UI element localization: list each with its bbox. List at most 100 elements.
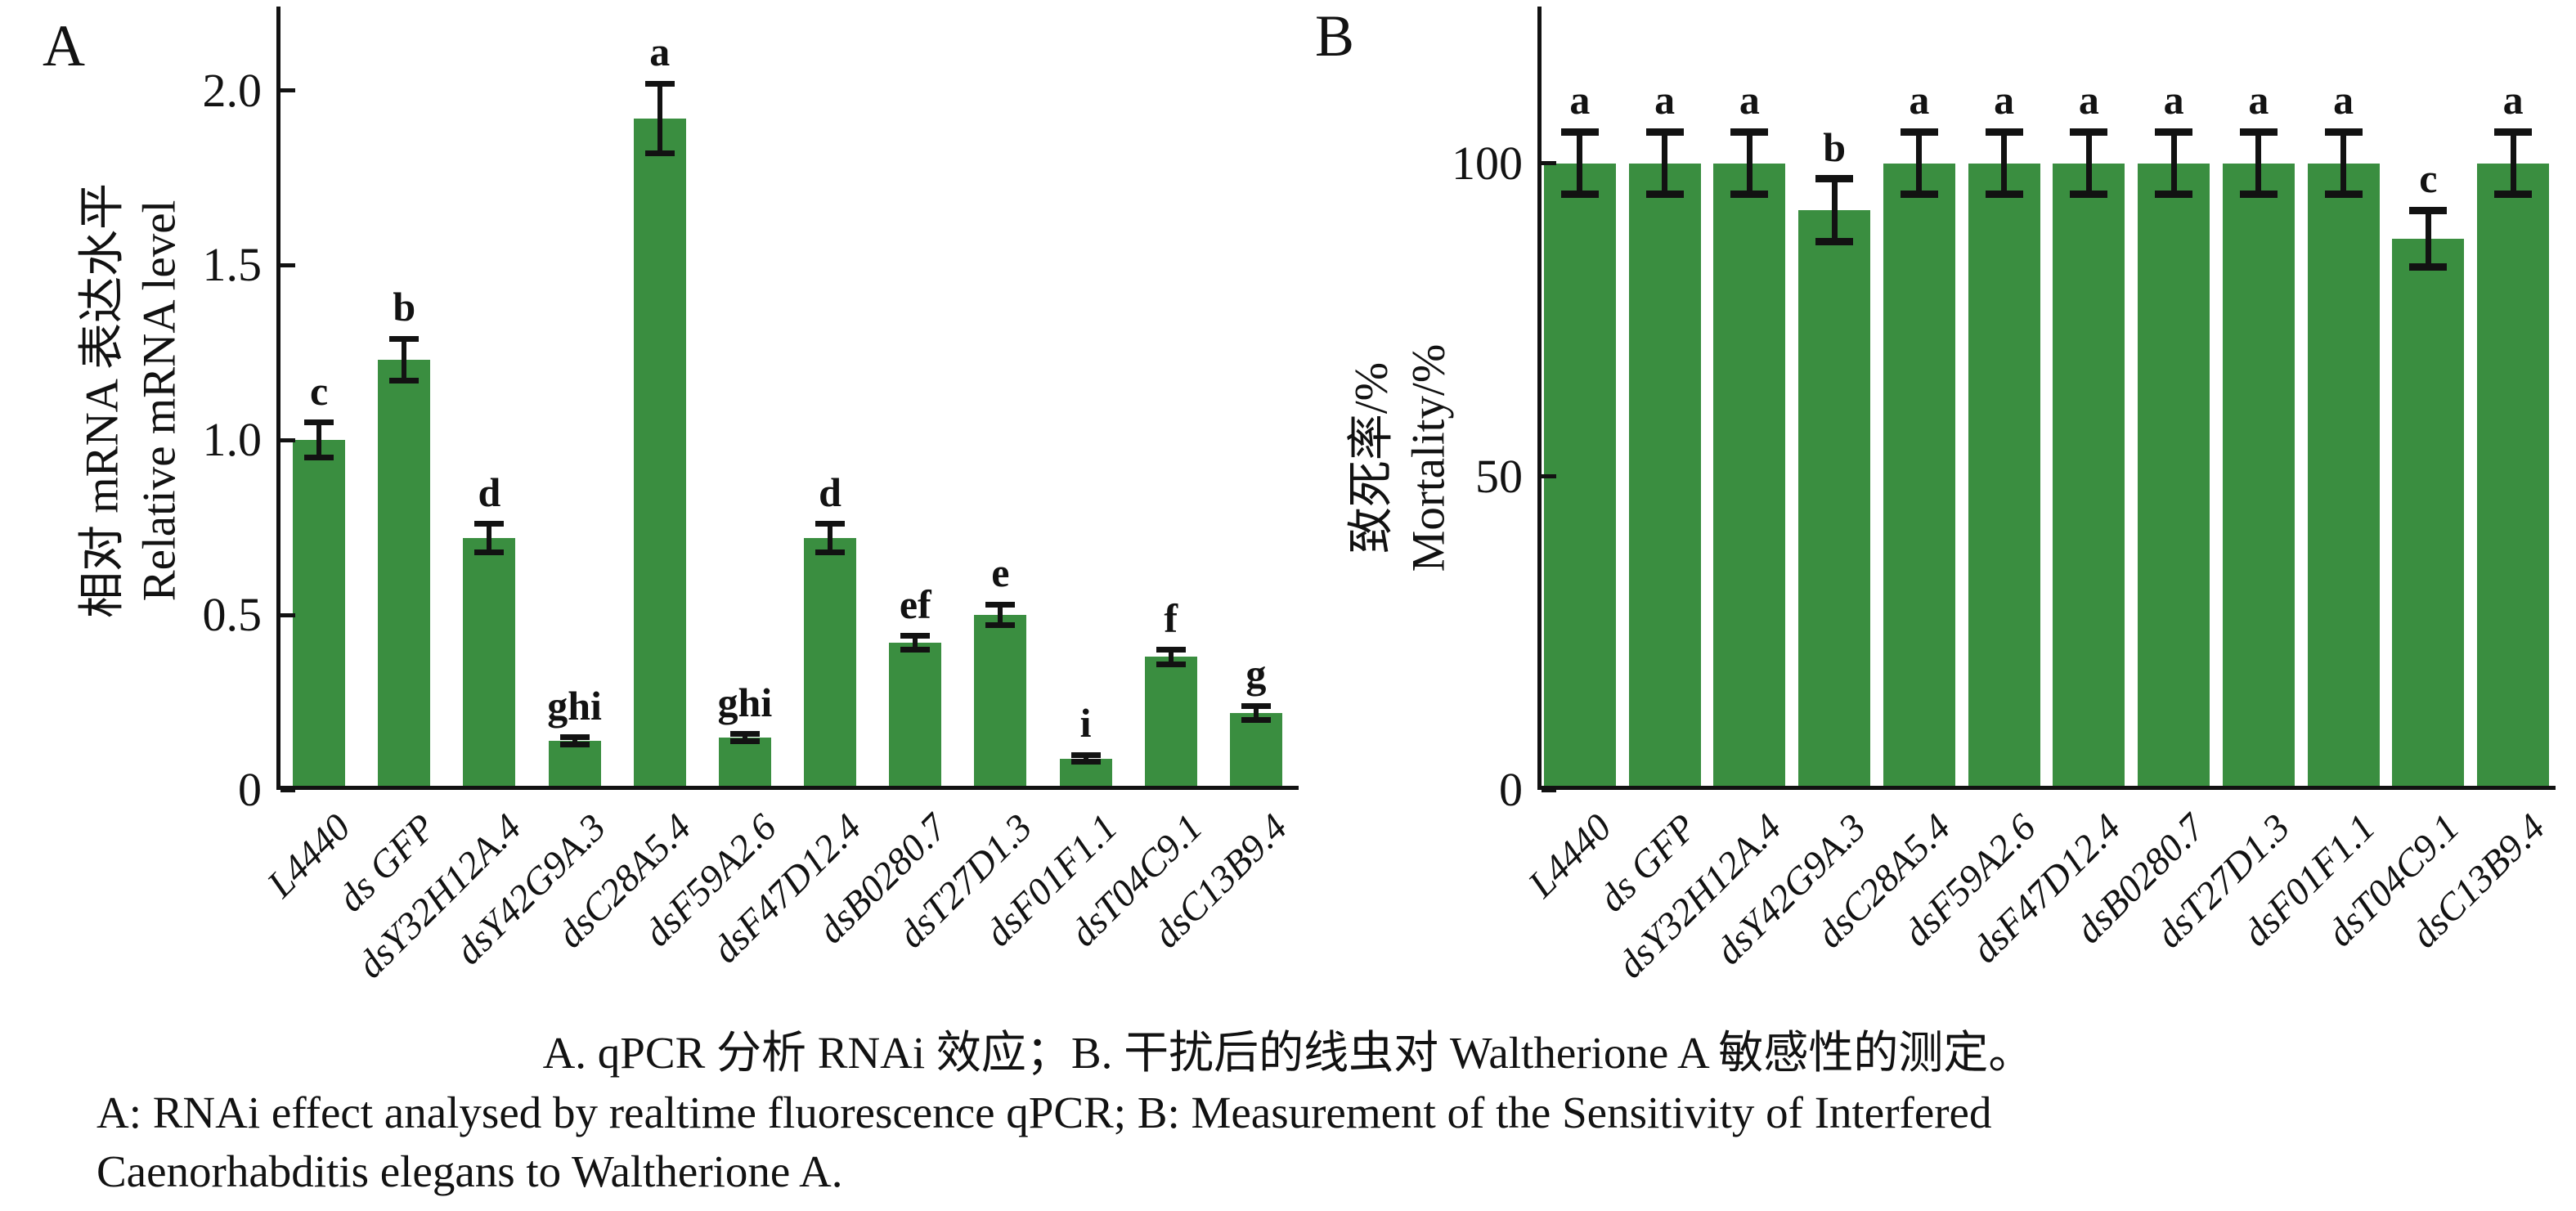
panel-a-xlabels: L4440 ds GFP dsY32H12A.4 dsY42G9A.3 dsC28A5.… <box>259 798 1299 1052</box>
y-tick-label: 50 <box>1475 449 1523 503</box>
error-bar-cap-bottom <box>1985 191 2023 199</box>
error-bar-cap-top <box>1730 128 1769 136</box>
panel-b: B 致死率/% Mortality/% 0 50 100 a a a b a a a a a a c a L… <box>1308 0 2576 1055</box>
error-bar-cap-bottom <box>2239 191 2278 199</box>
y-tick-label: 100 <box>1452 136 1523 190</box>
error-bar-cap-top <box>2155 128 2193 136</box>
error-bar-line <box>1083 755 1088 762</box>
caption-line-chinese: A. qPCR 分析 RNAi 效应；B. 干扰后的线虫对 Waltherion… <box>542 1028 2034 1078</box>
error-bar-cap-top <box>1985 128 2023 136</box>
error-bar-cap-top <box>1645 128 1684 136</box>
y-tick <box>280 437 295 442</box>
panel-a: A 相对 mRNA 表达水平 Relative mRNA level 0 0.5 1… <box>0 0 1308 1055</box>
y-tick <box>280 787 295 792</box>
significance-letter: a <box>1909 77 1930 123</box>
panel-a-plot: 0 0.5 1.0 1.5 2.0 c b d ghi a ghi d ef e i f g <box>203 7 1299 814</box>
significance-letter: a <box>649 29 671 75</box>
error-bar-line <box>316 422 322 458</box>
panel-a-y-axis-label: 相对 mRNA 表达水平 Relative mRNA level <box>74 183 187 618</box>
error-bar-line <box>1253 706 1259 720</box>
bar <box>804 538 857 790</box>
error-bar-cap-bottom <box>1900 191 1938 199</box>
y-tick <box>280 262 295 267</box>
y-tick-label: 1.0 <box>202 413 263 467</box>
error-bar-line <box>572 737 577 745</box>
error-bar-line <box>828 523 833 553</box>
error-bar-line <box>742 733 747 742</box>
error-bar-cap-top <box>985 601 1016 608</box>
error-bar-line <box>2085 132 2092 195</box>
bar <box>974 615 1027 790</box>
error-bar-line <box>2170 132 2177 195</box>
error-bar-line <box>998 604 1003 626</box>
error-bar-cap-top <box>2324 128 2363 136</box>
y-axis <box>1537 7 1542 790</box>
significance-letter: c <box>2419 155 2438 202</box>
panel-b-y-axis-label-zh: 致死率/% <box>1345 361 1398 554</box>
panel-a-y-axis-label-zh: 相对 mRNA 表达水平 <box>76 182 128 619</box>
significance-letter: f <box>1164 594 1178 641</box>
significance-letter: d <box>819 469 841 515</box>
error-bar-line <box>487 523 492 553</box>
error-bar-cap-top <box>644 80 675 87</box>
caption-line-english-2: Caenorhabditis elegans to Waltherione A. <box>96 1146 843 1197</box>
error-bar-line <box>1916 132 1923 195</box>
error-bar-cap-bottom <box>2324 191 2363 199</box>
error-bar-line <box>1577 132 1583 195</box>
bar <box>2477 163 2550 790</box>
error-bar-cap-bottom <box>559 741 590 747</box>
bar <box>548 741 601 790</box>
bar <box>1883 163 1955 790</box>
error-bar-cap-bottom <box>815 549 846 555</box>
error-bar-cap-bottom <box>304 455 334 461</box>
error-bar-cap-top <box>304 419 334 426</box>
x-axis <box>1537 786 2556 790</box>
error-bar-cap-top <box>474 521 505 527</box>
error-bar-cap-top <box>815 521 846 527</box>
significance-letter: a <box>1994 77 2015 123</box>
y-tick-label: 0 <box>1499 763 1523 816</box>
panel-a-y-axis-label-en: Relative mRNA level <box>133 200 185 602</box>
bar <box>718 737 771 790</box>
error-bar-line <box>402 339 407 381</box>
significance-letter: b <box>393 284 416 330</box>
error-bar-cap-bottom <box>1156 661 1186 667</box>
significance-letter: e <box>991 549 1010 596</box>
significance-letter: a <box>2163 77 2184 123</box>
error-bar-line <box>2340 132 2347 195</box>
y-tick-label: 0.5 <box>202 588 263 642</box>
significance-letter: ghi <box>717 679 773 725</box>
error-bar-cap-top <box>2070 128 2108 136</box>
error-bar-cap-bottom <box>900 647 931 653</box>
error-bar-line <box>1168 649 1174 665</box>
significance-letter: a <box>2502 77 2524 123</box>
bar <box>1713 163 1786 790</box>
bar <box>2053 163 2125 790</box>
error-bar-line <box>1831 178 1838 242</box>
error-bar-cap-bottom <box>1241 716 1271 723</box>
error-bar-line <box>1746 132 1752 195</box>
error-bar-cap-bottom <box>2409 262 2448 271</box>
bar <box>1968 163 2040 790</box>
error-bar-cap-bottom <box>1645 191 1684 199</box>
error-bar-line <box>2001 132 2008 195</box>
significance-letter: g <box>1245 651 1267 697</box>
y-tick <box>280 88 295 93</box>
error-bar-cap-bottom <box>2070 191 2108 199</box>
error-bar-cap-top <box>559 734 590 741</box>
error-bar-line <box>913 635 918 650</box>
bar <box>2222 163 2295 790</box>
bar <box>378 359 431 790</box>
error-bar-cap-bottom <box>474 549 505 555</box>
y-tick-label: 0 <box>238 763 262 816</box>
error-bar-cap-top <box>1070 751 1101 758</box>
error-bar-line <box>2425 210 2431 267</box>
bar <box>2392 238 2465 790</box>
error-bar-cap-top <box>2494 128 2533 136</box>
error-bar-cap-top <box>1241 702 1271 709</box>
error-bar-cap-bottom <box>644 150 675 157</box>
bar <box>2138 163 2210 790</box>
significance-letter: a <box>1739 77 1760 123</box>
bar <box>293 440 346 790</box>
error-bar-cap-bottom <box>1070 759 1101 765</box>
